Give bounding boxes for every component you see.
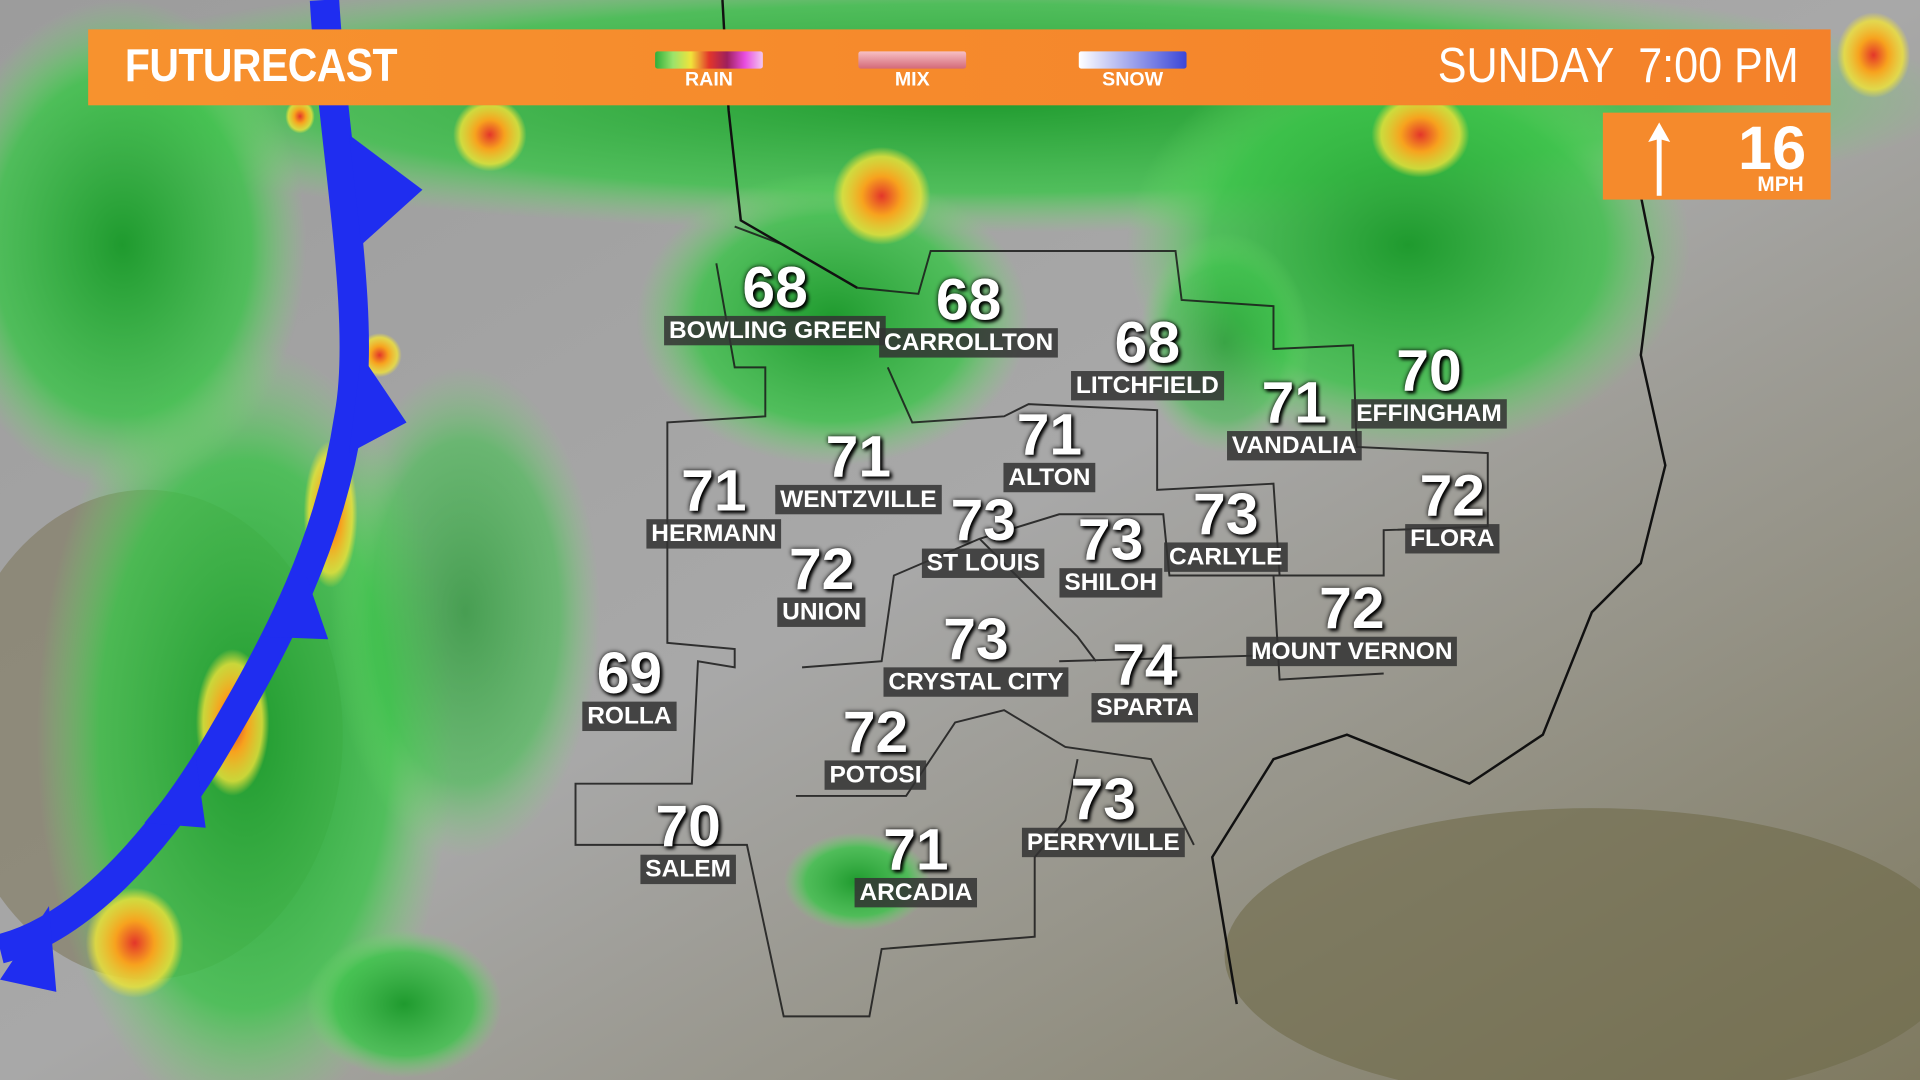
- city-marker: 74 SPARTA: [1091, 633, 1199, 723]
- forecast-time: SUNDAY 7:00 PM: [1438, 39, 1799, 94]
- city-name: PERRYVILLE: [1021, 827, 1185, 858]
- city-name: SALEM: [640, 854, 736, 885]
- city-marker: 71 ARCADIA: [854, 817, 978, 908]
- legend-mix: MIX: [857, 51, 967, 91]
- city-name: CARLYLE: [1164, 542, 1288, 572]
- city-temperature: 72: [788, 537, 855, 603]
- city-temperature: 69: [596, 641, 663, 707]
- city-name: ST LOUIS: [921, 548, 1045, 578]
- city-marker: 71 ALTON: [1003, 402, 1096, 493]
- city-marker: 71 VANDALIA: [1227, 371, 1362, 461]
- rain-swatch: [655, 51, 763, 69]
- city-name: WENTZVILLE: [775, 484, 942, 515]
- city-name: ARCADIA: [854, 877, 978, 908]
- city-marker: 71 HERMANN: [646, 459, 782, 549]
- city-temperature: 71: [1016, 402, 1083, 468]
- city-temperature: 71: [883, 817, 949, 883]
- city-temperature: 68: [935, 268, 1002, 334]
- wind-panel: 16 MPH: [1602, 112, 1831, 200]
- city-temperature: 68: [1114, 311, 1181, 376]
- city-name: VANDALIA: [1227, 431, 1362, 461]
- city-marker: 73 ST LOUIS: [921, 488, 1045, 578]
- city-temperature: 72: [1419, 464, 1485, 529]
- forecast-day: SUNDAY: [1437, 39, 1615, 94]
- arrow-up-icon: [1648, 122, 1671, 196]
- city-name: UNION: [777, 597, 866, 627]
- city-temperature: 70: [655, 794, 721, 860]
- city-marker: 73 CARLYLE: [1164, 482, 1288, 572]
- legend-label-mix: MIX: [894, 69, 930, 91]
- city-marker: 71 WENTZVILLE: [775, 424, 942, 515]
- city-marker: 72 MOUNT VERNON: [1246, 576, 1458, 667]
- city-temperature: 73: [1193, 482, 1259, 548]
- city-name: SPARTA: [1091, 693, 1199, 723]
- mix-swatch: [858, 51, 967, 69]
- legend-snow: SNOW: [1078, 51, 1188, 91]
- legend-rain: RAIN: [654, 51, 764, 91]
- futurecast-banner: FUTURECAST RAIN MIX SNOW SUNDAY 7:00 PM: [88, 29, 1831, 106]
- city-marker: 73 SHILOH: [1059, 508, 1162, 598]
- city-temperature: 73: [1077, 508, 1144, 574]
- forecast-clock: 7:00 PM: [1638, 39, 1799, 94]
- city-name: MOUNT VERNON: [1246, 636, 1458, 667]
- city-name: EFFINGHAM: [1351, 399, 1507, 429]
- city-marker: 70 SALEM: [640, 794, 736, 885]
- city-marker: 68 CARROLLTON: [879, 268, 1059, 358]
- city-temperature: 71: [1261, 371, 1327, 436]
- city-name: LITCHFIELD: [1071, 371, 1224, 401]
- city-temperature: 73: [943, 607, 1009, 673]
- city-temperature: 73: [1070, 767, 1136, 833]
- city-name: ALTON: [1003, 462, 1096, 493]
- city-temperature: 70: [1396, 339, 1462, 405]
- city-marker: 68 LITCHFIELD: [1071, 311, 1224, 401]
- city-temperature: 71: [681, 459, 747, 525]
- city-marker: 72 UNION: [777, 537, 866, 627]
- snow-swatch: [1078, 51, 1187, 69]
- city-temperature: 73: [950, 488, 1016, 554]
- banner-title: FUTURECAST: [124, 40, 398, 92]
- city-name: POTOSI: [824, 760, 927, 790]
- city-marker: 73 PERRYVILLE: [1021, 767, 1185, 858]
- city-name: FLORA: [1405, 524, 1500, 554]
- city-temperature: 71: [825, 424, 892, 490]
- city-marker: 72 POTOSI: [824, 700, 927, 790]
- wind-speed: 16: [1738, 113, 1807, 183]
- city-name: BOWLING GREEN: [664, 315, 887, 346]
- wind-unit: MPH: [1757, 172, 1804, 196]
- city-temperature: 72: [1319, 576, 1385, 642]
- legend-label-snow: SNOW: [1102, 69, 1164, 91]
- city-name: SHILOH: [1059, 568, 1162, 598]
- city-marker: 73 CRYSTAL CITY: [883, 607, 1069, 697]
- city-temperature: 74: [1112, 633, 1178, 698]
- city-marker: 68 BOWLING GREEN: [664, 255, 887, 346]
- city-name: ROLLA: [582, 701, 677, 732]
- city-name: CARROLLTON: [879, 328, 1059, 358]
- city-marker: 70 EFFINGHAM: [1351, 339, 1507, 429]
- city-marker: 72 FLORA: [1405, 464, 1500, 554]
- city-temperature: 68: [742, 255, 808, 321]
- city-name: CRYSTAL CITY: [883, 667, 1069, 697]
- city-name: HERMANN: [646, 519, 782, 549]
- city-marker: 69 ROLLA: [582, 641, 677, 732]
- legend-label-rain: RAIN: [685, 69, 733, 91]
- city-temperature: 72: [842, 700, 909, 766]
